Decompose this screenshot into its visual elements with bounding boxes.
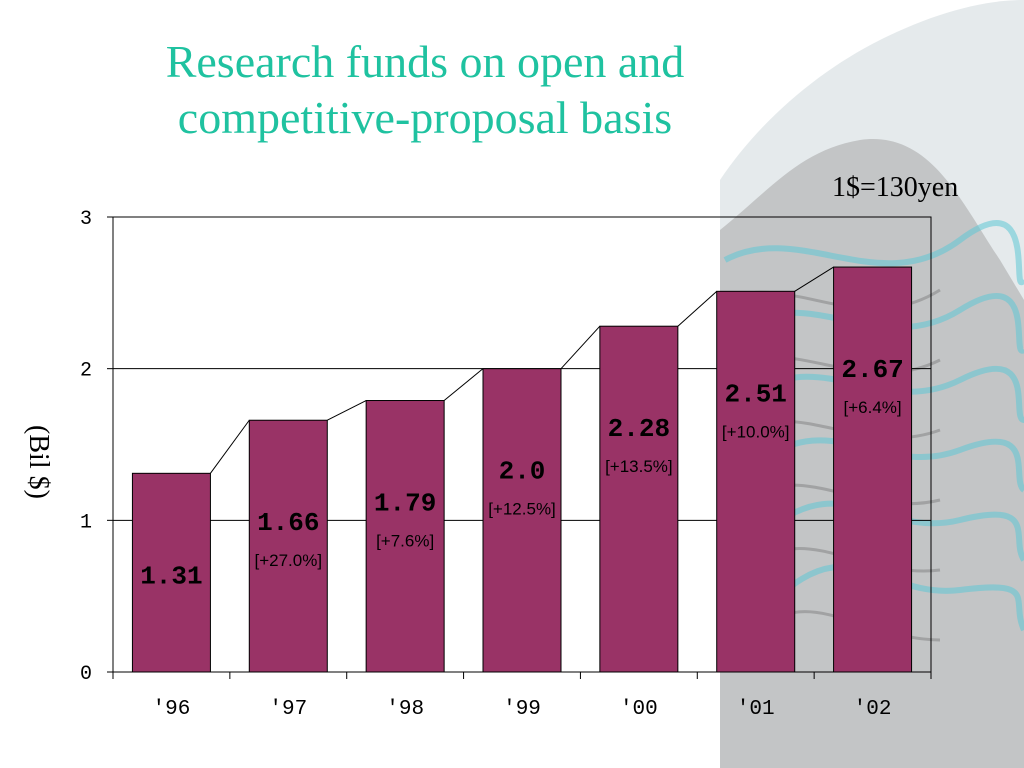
x-tick-label: '01	[737, 698, 775, 721]
bar-0	[131, 472, 211, 673]
value-label: 1.79	[374, 489, 436, 519]
bar-6	[833, 266, 913, 673]
x-tick-label: '98	[386, 698, 424, 721]
y-tick-label: 2	[80, 360, 92, 383]
wave-stripe	[723, 220, 1024, 286]
growth-label: [+13.5%]	[605, 457, 673, 476]
bar-4	[599, 325, 679, 673]
chart-title: Research funds on open and competitive-p…	[100, 34, 750, 146]
bar-5	[716, 290, 796, 673]
growth-label: [+27.0%]	[254, 551, 322, 570]
value-label: 1.66	[257, 508, 319, 538]
value-label: 2.28	[608, 414, 670, 444]
wave-stripe	[762, 563, 1024, 632]
value-label: 1.31	[140, 561, 202, 591]
bar-1	[248, 419, 328, 673]
series-line	[677, 290, 718, 327]
growth-label: [+6.4%]	[844, 398, 902, 417]
bar-3	[482, 368, 562, 673]
wave-stripe	[747, 437, 1024, 493]
value-label: 2.67	[841, 355, 903, 385]
x-tick-label: '99	[503, 698, 541, 721]
wave-stripe	[739, 365, 1024, 423]
growth-label: [+10.0%]	[722, 422, 790, 441]
series-line	[794, 266, 834, 292]
growth-label: [+12.5%]	[488, 500, 556, 519]
series-line	[560, 325, 601, 370]
bar-2	[365, 400, 445, 673]
y-tick-label: 1	[80, 511, 92, 534]
value-label: 2.51	[725, 379, 787, 409]
wave-stripe	[731, 292, 1024, 354]
exchange-rate-note: 1$=130yen	[832, 172, 959, 203]
y-tick-label: 0	[80, 663, 92, 686]
series-line	[443, 368, 484, 401]
chart-title-line-2: competitive-proposal basis	[177, 92, 673, 143]
y-tick-label: 3	[80, 208, 92, 231]
x-tick-label: '02	[854, 698, 892, 721]
chart-title-line-1: Research funds on open and	[165, 36, 685, 87]
wave-stripe	[754, 500, 1024, 562]
x-tick-label: '97	[269, 698, 307, 721]
x-tick-label: '96	[153, 698, 191, 721]
series-line	[210, 419, 250, 474]
growth-label: [+7.6%]	[376, 532, 434, 551]
series-line	[327, 400, 367, 421]
x-tick-label: '00	[620, 698, 658, 721]
value-label: 2.0	[499, 457, 546, 487]
